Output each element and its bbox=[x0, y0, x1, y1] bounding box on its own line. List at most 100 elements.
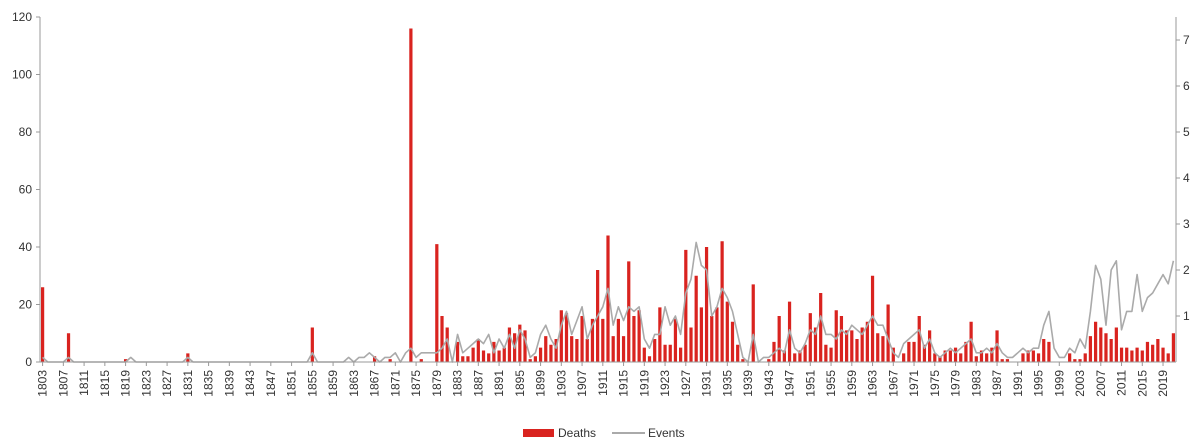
deaths-bar bbox=[824, 344, 828, 362]
deaths-bar bbox=[1068, 353, 1072, 363]
deaths-bar bbox=[570, 336, 574, 363]
deaths-bar bbox=[1026, 350, 1030, 362]
right-axis-tick-label: 2 bbox=[1183, 263, 1190, 277]
deaths-bar bbox=[647, 356, 652, 362]
deaths-bar bbox=[1130, 350, 1134, 362]
deaths-bar bbox=[881, 336, 885, 363]
deaths-bar bbox=[704, 247, 709, 362]
deaths-bar bbox=[538, 347, 543, 363]
x-axis-tick-label: 1851 bbox=[285, 370, 299, 397]
x-axis-tick-label: 1963 bbox=[866, 370, 880, 397]
deaths-bar bbox=[860, 327, 864, 362]
x-axis-tick-label: 1987 bbox=[990, 370, 1004, 397]
x-axis-tick-label: 1887 bbox=[471, 370, 485, 397]
deaths-bar bbox=[435, 244, 439, 363]
deaths-bar bbox=[1073, 359, 1077, 363]
x-axis-tick-label: 2019 bbox=[1156, 370, 1170, 397]
deaths-bar bbox=[1093, 321, 1098, 362]
deaths-bar bbox=[710, 316, 714, 362]
x-axis-tick-label: 1999 bbox=[1052, 370, 1066, 397]
deaths-bar bbox=[1104, 333, 1108, 362]
deaths-bar bbox=[933, 353, 937, 363]
x-axis-tick-label: 1823 bbox=[139, 370, 153, 397]
deaths-bar bbox=[621, 336, 626, 363]
deaths-bar bbox=[1171, 333, 1176, 362]
x-axis-tick-label: 1915 bbox=[617, 370, 631, 397]
left-axis-tick-label: 120 bbox=[12, 10, 32, 24]
deaths-bar bbox=[1140, 350, 1144, 362]
deaths-bar bbox=[948, 350, 952, 362]
deaths-bar bbox=[808, 313, 812, 363]
x-axis-tick-label: 1927 bbox=[679, 370, 693, 397]
right-axis-tick-label: 5 bbox=[1183, 125, 1190, 139]
legend-swatch-deaths bbox=[523, 429, 554, 437]
deaths-bar bbox=[886, 304, 890, 362]
deaths-bar bbox=[476, 339, 480, 362]
deaths-bar bbox=[1099, 327, 1103, 362]
x-axis-tick-label: 2007 bbox=[1094, 370, 1108, 397]
deaths-bar bbox=[471, 347, 475, 363]
x-axis-tick-label: 1831 bbox=[181, 370, 195, 397]
deaths-bar bbox=[995, 330, 999, 363]
deaths-bar bbox=[979, 350, 984, 362]
deaths-bar bbox=[1036, 353, 1041, 363]
deaths-bar bbox=[590, 318, 595, 363]
deaths-bar bbox=[123, 359, 128, 363]
deaths-bar bbox=[741, 359, 745, 363]
deaths-bar bbox=[487, 353, 491, 363]
deaths-bar bbox=[793, 353, 797, 363]
deaths-bar bbox=[1109, 339, 1113, 362]
x-axis-tick-label: 1811 bbox=[77, 370, 91, 396]
x-axis-tick-label: 1931 bbox=[700, 370, 714, 397]
deaths-bar bbox=[642, 347, 646, 363]
deaths-bar bbox=[1031, 350, 1035, 362]
x-axis-tick-label: 1975 bbox=[928, 370, 942, 397]
left-axis-tick-label: 0 bbox=[25, 355, 32, 369]
deaths-bar bbox=[461, 356, 465, 362]
deaths-bar bbox=[518, 324, 522, 363]
x-axis-tick-label: 1843 bbox=[243, 370, 257, 397]
deaths-bar bbox=[1000, 359, 1004, 363]
deaths-bar bbox=[912, 341, 916, 363]
events-line bbox=[42, 241, 1175, 363]
left-axis-tick-label: 80 bbox=[19, 125, 33, 139]
deaths-bar bbox=[601, 318, 605, 363]
deaths-bar bbox=[1166, 353, 1170, 363]
x-axis-tick-label: 2015 bbox=[1135, 370, 1149, 397]
deaths-bar bbox=[730, 321, 735, 362]
deaths-bar bbox=[725, 301, 729, 363]
x-axis-tick-label: 1911 bbox=[596, 370, 610, 396]
deaths-bar bbox=[969, 321, 973, 362]
deaths-bar bbox=[699, 307, 703, 363]
x-axis-tick-label: 1803 bbox=[36, 370, 50, 397]
deaths-bar bbox=[798, 350, 802, 362]
deaths-bar bbox=[850, 330, 854, 363]
left-axis-tick-label: 100 bbox=[12, 68, 32, 82]
deaths-bar bbox=[497, 350, 501, 362]
deaths-bar bbox=[419, 359, 423, 363]
deaths-bar bbox=[663, 344, 667, 362]
x-axis-tick-label: 1983 bbox=[969, 370, 983, 397]
deaths-bar bbox=[1088, 336, 1093, 363]
deaths-bar bbox=[870, 275, 875, 362]
x-axis-tick-label: 1923 bbox=[658, 370, 672, 397]
deaths-bar bbox=[40, 287, 45, 362]
deaths-bar bbox=[1145, 341, 1150, 363]
deaths-bar bbox=[917, 316, 921, 362]
x-axis-tick-label: 1895 bbox=[513, 370, 527, 397]
deaths-bar bbox=[440, 316, 444, 362]
deaths-bar bbox=[466, 356, 470, 362]
deaths-bar bbox=[66, 333, 71, 362]
left-y-axis: 0 20 40 60 80 100 120 bbox=[12, 10, 41, 369]
legend: Deaths Events bbox=[523, 426, 685, 440]
deaths-bar bbox=[528, 359, 532, 363]
deaths-bar bbox=[653, 339, 657, 362]
deaths-bar bbox=[964, 341, 968, 363]
deaths-bar bbox=[1114, 327, 1118, 362]
x-axis-tick-label: 1967 bbox=[886, 370, 900, 397]
deaths-bar bbox=[533, 356, 537, 362]
deaths-bar bbox=[845, 330, 849, 363]
deaths-bars bbox=[40, 28, 1176, 363]
x-axis-tick-label: 1919 bbox=[637, 370, 651, 397]
